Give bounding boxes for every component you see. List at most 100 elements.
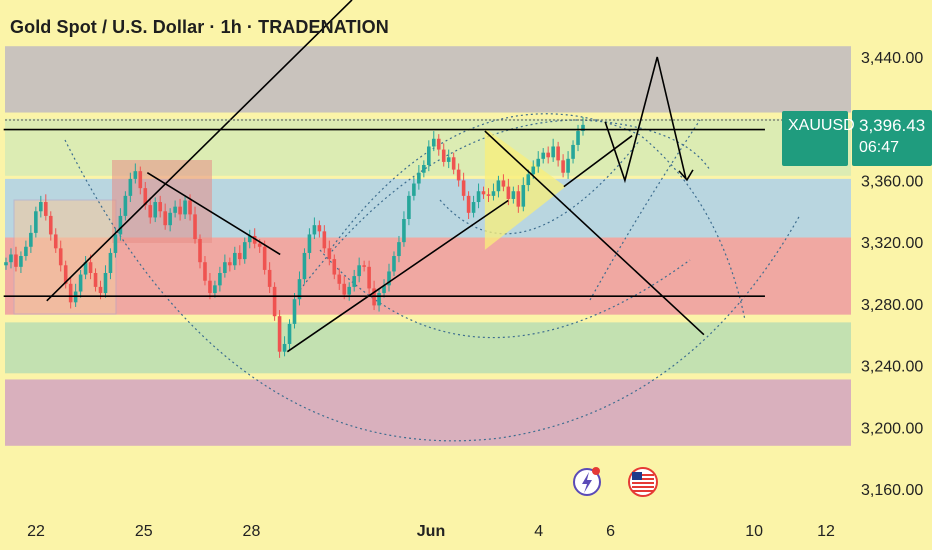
candle-body bbox=[223, 262, 227, 273]
candle-body bbox=[436, 138, 441, 150]
candle-body bbox=[272, 286, 277, 317]
candle-body bbox=[501, 180, 506, 187]
candle-body bbox=[516, 191, 521, 207]
candle-body bbox=[412, 183, 416, 196]
candle-body bbox=[133, 171, 138, 179]
us-flag-stripe bbox=[632, 486, 654, 488]
x-tick-label: 4 bbox=[534, 523, 543, 540]
candle-body bbox=[213, 285, 217, 294]
triangle-pattern bbox=[484, 127, 566, 250]
x-tick-label: 6 bbox=[606, 523, 615, 540]
candle-body bbox=[491, 191, 496, 196]
x-tick-label: 25 bbox=[135, 523, 153, 540]
candle-body bbox=[327, 248, 332, 260]
candle-body bbox=[342, 283, 347, 295]
candle-body bbox=[357, 265, 361, 277]
candle-body bbox=[427, 146, 431, 165]
candle-body bbox=[233, 252, 237, 266]
us-flag-canton bbox=[632, 472, 642, 480]
candle-body bbox=[486, 194, 491, 196]
candle-body bbox=[93, 273, 98, 287]
candle-body bbox=[576, 131, 580, 145]
candle-body bbox=[312, 225, 317, 235]
candle-body bbox=[247, 235, 252, 243]
candle-body bbox=[58, 248, 63, 266]
candle-body bbox=[178, 206, 182, 215]
candle-body bbox=[242, 242, 247, 260]
y-tick-label: 3,440.00 bbox=[861, 50, 923, 67]
us-flag-icon bbox=[628, 467, 658, 497]
candle-body bbox=[506, 186, 511, 199]
lightning-icon-dot bbox=[592, 467, 600, 475]
candle-body bbox=[571, 144, 575, 159]
candle-body bbox=[9, 254, 13, 263]
candle-body bbox=[188, 200, 192, 215]
candle-body bbox=[168, 212, 172, 226]
projection-path bbox=[604, 56, 687, 184]
candle-body bbox=[317, 225, 322, 232]
price-tag-box bbox=[852, 110, 932, 166]
candle-body bbox=[43, 202, 48, 216]
candle-body bbox=[153, 202, 158, 218]
x-tick-label: 12 bbox=[817, 523, 835, 540]
candle-body bbox=[173, 206, 177, 213]
triangle-edge-line bbox=[563, 135, 633, 188]
candle-body bbox=[481, 191, 486, 195]
highlight-box-left bbox=[13, 199, 117, 315]
candle-body bbox=[262, 246, 267, 270]
zone-green-zone bbox=[5, 322, 851, 374]
candle-body bbox=[441, 149, 446, 162]
candle-body bbox=[362, 265, 366, 267]
candle-body bbox=[282, 343, 287, 352]
candle-body bbox=[68, 283, 73, 303]
candle-body bbox=[19, 256, 23, 267]
candle-body bbox=[367, 266, 371, 289]
candle-body bbox=[39, 202, 43, 212]
candle-body bbox=[163, 211, 167, 226]
y-tick-label: 3,240.00 bbox=[861, 359, 923, 376]
candle-body bbox=[252, 235, 257, 244]
candle-body bbox=[347, 286, 352, 295]
candle-body bbox=[228, 262, 232, 266]
candle-body bbox=[417, 172, 421, 184]
candle-body bbox=[471, 202, 476, 213]
candle-body bbox=[98, 286, 103, 294]
candle-body bbox=[208, 280, 212, 294]
candle-body bbox=[431, 138, 436, 147]
candle-body bbox=[402, 219, 406, 243]
lightning-icon bbox=[573, 467, 601, 496]
candle-body bbox=[48, 215, 53, 235]
symbol-tag[interactable] bbox=[782, 111, 848, 166]
candle-body bbox=[277, 316, 282, 352]
trend-line-4 bbox=[484, 130, 705, 336]
trend-line-3 bbox=[286, 199, 509, 353]
candle-body bbox=[422, 165, 426, 173]
zone-pink-zone bbox=[5, 379, 851, 446]
candle-body bbox=[556, 146, 560, 161]
candle-body bbox=[377, 293, 381, 306]
candle-body bbox=[541, 152, 546, 159]
candle-body bbox=[352, 276, 356, 287]
candle-body bbox=[292, 299, 297, 324]
y-tick-label: 3,160.00 bbox=[861, 482, 923, 499]
candle-body bbox=[257, 243, 262, 247]
candle-body bbox=[63, 265, 68, 284]
candle-body bbox=[397, 242, 401, 257]
candle-body bbox=[322, 231, 327, 249]
candle-body bbox=[392, 256, 396, 272]
candle-body bbox=[566, 158, 570, 173]
candle-body bbox=[526, 174, 531, 186]
candle-body bbox=[382, 285, 386, 294]
candle-body bbox=[337, 274, 342, 284]
y-tick-label: 3,280.00 bbox=[861, 297, 923, 314]
candle-body bbox=[461, 180, 466, 196]
x-tick-label: 10 bbox=[745, 523, 763, 540]
candle-body bbox=[113, 234, 118, 253]
projection-arc-2 bbox=[319, 249, 691, 339]
candle-body bbox=[581, 124, 585, 132]
candle-body bbox=[203, 262, 207, 281]
candle-body bbox=[53, 234, 58, 249]
candle-body bbox=[536, 158, 541, 167]
